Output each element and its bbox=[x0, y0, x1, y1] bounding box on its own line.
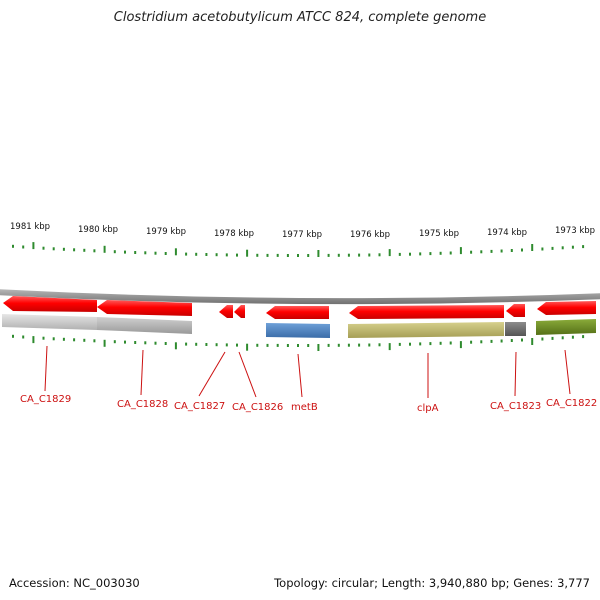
kbp-label: 1977 kbp bbox=[282, 230, 322, 240]
gene-arrow-CA_C1827[interactable] bbox=[219, 305, 233, 318]
genome-summary-text: Topology: circular; Length: 3,940,880 bp… bbox=[274, 576, 590, 590]
cds-bar-CA_C1823[interactable] bbox=[505, 322, 526, 336]
gene-arrow-CA_C1829[interactable] bbox=[3, 296, 97, 312]
connector-CA_C1823 bbox=[514, 351, 517, 397]
gene-arrow-CA_C1823[interactable] bbox=[506, 304, 525, 317]
gene-label[interactable]: CA_C1828 bbox=[117, 399, 168, 410]
gene-label[interactable]: CA_C1826 bbox=[232, 402, 283, 413]
cds-bar-CA_C1822[interactable] bbox=[536, 319, 596, 335]
accession-text: Accession: NC_003030 bbox=[9, 576, 140, 590]
kbp-label: 1978 kbp bbox=[214, 229, 254, 239]
kbp-label: 1981 kbp bbox=[10, 222, 50, 232]
gene-arrow-metB[interactable] bbox=[266, 306, 329, 319]
map-title: Clostridium acetobutylicum ATCC 824, com… bbox=[113, 10, 487, 25]
gene-label[interactable]: CA_C1827 bbox=[174, 401, 225, 412]
connector-CA_C1822 bbox=[564, 349, 571, 395]
kbp-label: 1974 kbp bbox=[487, 228, 527, 238]
kbp-label: 1979 kbp bbox=[146, 227, 186, 237]
gene-arrow-CA_C1822[interactable] bbox=[537, 301, 596, 315]
connector-CA_C1826 bbox=[238, 351, 257, 398]
cds-bars bbox=[2, 314, 596, 338]
scale-ticks-bottom bbox=[12, 334, 585, 351]
gene-arrows bbox=[3, 296, 596, 319]
connector-metB bbox=[297, 353, 303, 398]
label-connectors bbox=[44, 345, 571, 398]
kbp-label: 1973 kbp bbox=[555, 226, 595, 236]
gene-labels: CA_C1829 CA_C1828 CA_C1827 CA_C1826 metB… bbox=[20, 394, 597, 414]
cds-bar-CA_C1829[interactable] bbox=[2, 314, 97, 330]
cds-bar-clpA[interactable] bbox=[348, 322, 504, 338]
kbp-label: 1980 kbp bbox=[78, 225, 118, 235]
scale-ticks-top bbox=[12, 242, 585, 257]
gene-arrow-CA_C1826[interactable] bbox=[234, 305, 245, 318]
kbp-scale-labels: 1981 kbp 1980 kbp 1979 kbp 1978 kbp 1977… bbox=[10, 222, 595, 240]
gene-label[interactable]: clpA bbox=[417, 403, 439, 414]
gene-label[interactable]: CA_C1829 bbox=[20, 394, 71, 405]
genome-backbone bbox=[0, 289, 600, 305]
connector-CA_C1829 bbox=[44, 345, 48, 392]
gene-arrow-CA_C1828[interactable] bbox=[97, 300, 192, 316]
cds-bar-metB[interactable] bbox=[266, 323, 330, 338]
gene-label[interactable]: metB bbox=[291, 402, 318, 413]
connector-CA_C1827 bbox=[198, 351, 226, 397]
gene-label[interactable]: CA_C1823 bbox=[490, 401, 541, 412]
connector-CA_C1828 bbox=[140, 349, 144, 396]
kbp-label: 1976 kbp bbox=[350, 230, 390, 240]
gene-arrow-clpA[interactable] bbox=[349, 305, 504, 319]
cds-bar-CA_C1828[interactable] bbox=[97, 317, 192, 334]
kbp-label: 1975 kbp bbox=[419, 229, 459, 239]
gene-label[interactable]: CA_C1822 bbox=[546, 398, 597, 409]
